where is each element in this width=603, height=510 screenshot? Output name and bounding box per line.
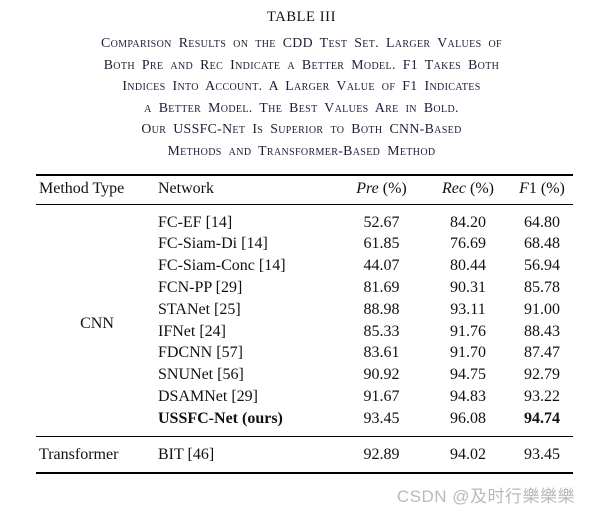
rec-cell: 91.70 xyxy=(450,344,486,362)
network-cell: FC-Siam-Conc [14] xyxy=(158,257,286,275)
caption-line: Comparison Results on the CDD Test Set. … xyxy=(101,35,502,50)
network-cell: SNUNet [56] xyxy=(158,366,244,384)
pre-cell: 44.07 xyxy=(363,257,400,275)
table-row: CNN FC-EF [14] 52.67 84.20 64.80 xyxy=(36,204,573,332)
table-row: FC-Siam-Di [14] 61.85 76.69 68.48 xyxy=(36,233,573,255)
network-cell: USSFC-Net (ours) xyxy=(158,409,283,427)
pre-cell: 90.92 xyxy=(363,366,400,384)
caption-line: Methods and Transformer-Based Method xyxy=(167,142,436,158)
rec-cell: 96.08 xyxy=(450,409,486,427)
table-row: FCN-PP [29] 81.69 90.31 85.78 xyxy=(36,277,573,299)
rec-cell: 94.83 xyxy=(450,387,486,405)
paper-page: TABLE III Comparison Results on the CDD … xyxy=(0,9,603,510)
column-header-network: Network xyxy=(158,173,338,205)
caption-line: Indices Into Account. A Larger Value of … xyxy=(122,78,481,94)
f1-cell: 68.48 xyxy=(524,235,560,253)
f1-metric-unit: 1 (%) xyxy=(528,179,565,197)
pre-metric-symbol: Pre xyxy=(356,179,379,197)
f1-cell: 87.47 xyxy=(524,344,560,362)
column-header-rec: Rec (%) xyxy=(425,173,511,205)
transformer-group: Transformer BIT [46] 92.89 94.02 93.45 xyxy=(36,435,573,474)
table-row: DSAMNet [29] 91.67 94.83 93.22 xyxy=(36,386,573,408)
f1-cell: 91.00 xyxy=(524,300,560,318)
network-cell: FDCNN [57] xyxy=(158,344,243,362)
network-cell: BIT [46] xyxy=(158,435,338,474)
f1-metric-symbol: F xyxy=(519,179,529,197)
f1-cell: 93.45 xyxy=(511,435,573,474)
pre-cell: 85.33 xyxy=(363,322,400,340)
table-row: SNUNet [56] 90.92 94.75 92.79 xyxy=(36,364,573,386)
f1-cell-best: 94.74 xyxy=(524,409,560,427)
table-row: Transformer BIT [46] 92.89 94.02 93.45 xyxy=(36,435,573,474)
rec-cell: 76.69 xyxy=(450,235,486,253)
rec-cell: 80.44 xyxy=(450,257,486,275)
pre-cell: 91.67 xyxy=(363,387,400,405)
f1-cell: 92.79 xyxy=(524,366,560,384)
network-cell: FCN-PP [29] xyxy=(158,278,243,296)
pre-cell: 88.98 xyxy=(363,300,400,318)
table-row-ussfc: USSFC-Net (ours) 93.45 96.08 94.74 xyxy=(36,408,573,436)
results-table: Method Type Network Pre (%) Rec (%) F1 (… xyxy=(36,173,573,475)
f1-cell: 56.94 xyxy=(524,257,560,275)
pre-cell: 92.89 xyxy=(338,435,425,474)
f1-cell: 64.80 xyxy=(524,213,560,231)
f1-cell: 85.78 xyxy=(524,278,560,296)
f1-cell: 93.22 xyxy=(524,387,560,405)
network-cell: DSAMNet [29] xyxy=(158,387,258,405)
network-cell: IFNet [24] xyxy=(158,322,226,340)
rec-cell: 94.75 xyxy=(450,366,486,384)
network-cell: FC-Siam-Di [14] xyxy=(158,235,268,253)
pre-cell: 83.61 xyxy=(363,344,400,362)
pre-cell: 81.69 xyxy=(363,278,400,296)
caption-line: Both Pre and Rec Indicate a Better Model… xyxy=(103,56,500,72)
method-type-transformer: Transformer xyxy=(36,435,158,474)
f1-cell: 88.43 xyxy=(524,322,560,340)
table-row: FDCNN [57] 83.61 91.70 87.47 xyxy=(36,342,573,364)
column-header-pre: Pre (%) xyxy=(338,173,425,205)
rec-cell: 91.76 xyxy=(450,322,486,340)
cnn-group: CNN FC-EF [14] 52.67 84.20 64.80 FC-Siam… xyxy=(36,204,573,436)
rec-cell: 94.02 xyxy=(425,435,511,474)
csdn-watermark: CSDN @及时行樂樂樂 xyxy=(396,487,575,506)
table-row: STANet [25] 88.98 93.11 91.00 xyxy=(36,299,573,321)
pre-metric-unit: (%) xyxy=(378,179,407,197)
table-row: IFNet [24] 85.33 91.76 88.43 xyxy=(36,321,573,343)
caption-line: a Better Model. The Best Values Are in B… xyxy=(144,99,459,115)
rec-metric-symbol: Rec xyxy=(442,179,466,197)
network-cell: FC-EF [14] xyxy=(158,213,233,231)
table-number-label: TABLE III xyxy=(266,9,337,25)
table-header-row: Method Type Network Pre (%) Rec (%) F1 (… xyxy=(36,173,573,205)
column-header-f1: F1 (%) xyxy=(511,173,573,205)
rec-metric-unit: (%) xyxy=(466,179,494,197)
pre-cell: 61.85 xyxy=(363,235,400,253)
rec-cell: 93.11 xyxy=(450,300,486,318)
pre-cell: 52.67 xyxy=(363,213,400,231)
table-caption: Comparison Results on the CDD Test Set. … xyxy=(19,32,585,162)
network-cell: STANet [25] xyxy=(158,300,241,318)
column-header-method-type: Method Type xyxy=(36,173,158,205)
caption-line: Our USSFC-Net Is Superior to Both CNN-Ba… xyxy=(141,121,462,137)
rec-cell: 84.20 xyxy=(450,213,486,231)
method-type-cnn: CNN xyxy=(80,314,114,332)
table-row: FC-Siam-Conc [14] 44.07 80.44 56.94 xyxy=(36,255,573,277)
pre-cell: 93.45 xyxy=(363,409,400,427)
rec-cell: 90.31 xyxy=(450,278,486,296)
